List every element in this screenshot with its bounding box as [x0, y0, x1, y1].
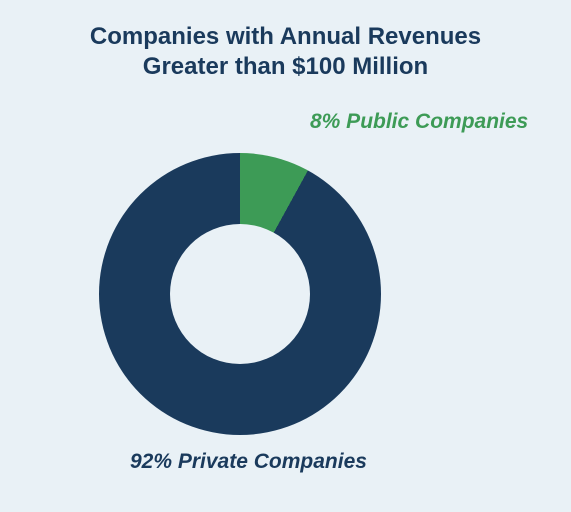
label-public: 8% Public Companies: [310, 110, 528, 134]
donut-hole: [170, 224, 310, 364]
chart-area: 8% Public Companies 92% Private Companie…: [0, 0, 571, 1]
donut-ring: [99, 153, 381, 435]
chart-title-line2: Greater than $100 Million: [0, 52, 571, 82]
chart-title: Companies with Annual Revenues Greater t…: [0, 0, 571, 82]
donut-chart: [99, 153, 381, 435]
chart-title-line1: Companies with Annual Revenues: [0, 22, 571, 52]
label-private: 92% Private Companies: [130, 450, 367, 474]
